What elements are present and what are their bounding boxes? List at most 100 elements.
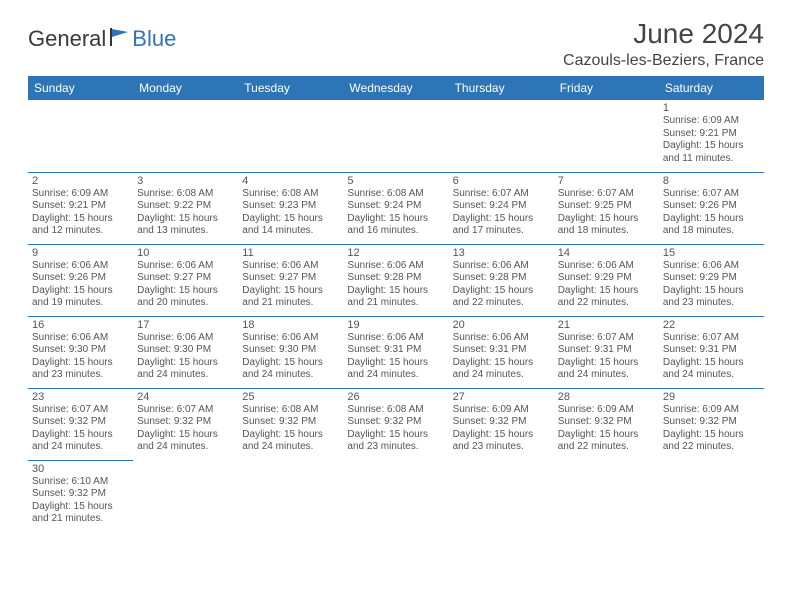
day-info-line: Sunset: 9:30 PM <box>137 344 234 357</box>
day-number: 18 <box>242 319 339 331</box>
day-info-line: Daylight: 15 hours <box>663 213 760 226</box>
day-info-line: Sunset: 9:21 PM <box>32 200 129 213</box>
day-info-line: and 21 minutes. <box>242 297 339 310</box>
day-info-line: Daylight: 15 hours <box>453 285 550 298</box>
day-number: 3 <box>137 175 234 187</box>
day-info-line: Sunset: 9:27 PM <box>242 272 339 285</box>
day-info-line: and 14 minutes. <box>242 225 339 238</box>
day-number: 30 <box>32 463 129 475</box>
day-number: 11 <box>242 247 339 259</box>
day-info-line: Sunset: 9:31 PM <box>347 344 444 357</box>
day-cell: 4Sunrise: 6:08 AMSunset: 9:23 PMDaylight… <box>238 172 343 244</box>
day-info-line: Sunrise: 6:09 AM <box>663 115 760 128</box>
day-info-line: and 13 minutes. <box>137 225 234 238</box>
day-info-line: Daylight: 15 hours <box>32 285 129 298</box>
day-header: Monday <box>133 76 238 100</box>
day-cell: 27Sunrise: 6:09 AMSunset: 9:32 PMDayligh… <box>449 388 554 460</box>
day-info-line: and 18 minutes. <box>663 225 760 238</box>
day-cell: 13Sunrise: 6:06 AMSunset: 9:28 PMDayligh… <box>449 244 554 316</box>
week-row: 30Sunrise: 6:10 AMSunset: 9:32 PMDayligh… <box>28 460 764 530</box>
day-number: 9 <box>32 247 129 259</box>
day-number: 1 <box>663 102 760 114</box>
day-info-line: Sunset: 9:26 PM <box>32 272 129 285</box>
day-cell: 20Sunrise: 6:06 AMSunset: 9:31 PMDayligh… <box>449 316 554 388</box>
day-info-line: Daylight: 15 hours <box>347 429 444 442</box>
day-info-line: and 21 minutes. <box>32 513 129 526</box>
logo-text-2: Blue <box>132 26 176 52</box>
day-info-line: and 24 minutes. <box>137 369 234 382</box>
day-info-line: Daylight: 15 hours <box>347 213 444 226</box>
day-cell: 10Sunrise: 6:06 AMSunset: 9:27 PMDayligh… <box>133 244 238 316</box>
location: Cazouls-les-Beziers, France <box>563 52 764 70</box>
day-info-line: Sunset: 9:32 PM <box>32 488 129 501</box>
day-info-line: Daylight: 15 hours <box>242 285 339 298</box>
day-info-line: Daylight: 15 hours <box>242 357 339 370</box>
day-number: 2 <box>32 175 129 187</box>
day-info-line: Sunset: 9:32 PM <box>453 416 550 429</box>
day-info-line: Sunrise: 6:06 AM <box>453 260 550 273</box>
day-info-line: Sunset: 9:31 PM <box>558 344 655 357</box>
day-info-line: and 11 minutes. <box>663 153 760 166</box>
month-title: June 2024 <box>563 18 764 50</box>
day-info-line: Sunrise: 6:07 AM <box>558 188 655 201</box>
day-info-line: Daylight: 15 hours <box>453 213 550 226</box>
day-cell: 14Sunrise: 6:06 AMSunset: 9:29 PMDayligh… <box>554 244 659 316</box>
day-info-line: Sunrise: 6:07 AM <box>32 404 129 417</box>
day-cell: 15Sunrise: 6:06 AMSunset: 9:29 PMDayligh… <box>659 244 764 316</box>
day-cell: 23Sunrise: 6:07 AMSunset: 9:32 PMDayligh… <box>28 388 133 460</box>
calendar-table: SundayMondayTuesdayWednesdayThursdayFrid… <box>28 76 764 530</box>
day-info-line: and 17 minutes. <box>453 225 550 238</box>
day-info-line: and 22 minutes. <box>663 441 760 454</box>
day-number: 25 <box>242 391 339 403</box>
day-info-line: Sunset: 9:31 PM <box>663 344 760 357</box>
day-info-line: Sunset: 9:29 PM <box>663 272 760 285</box>
day-header: Thursday <box>449 76 554 100</box>
day-number: 28 <box>558 391 655 403</box>
day-info-line: Sunset: 9:23 PM <box>242 200 339 213</box>
day-cell: 2Sunrise: 6:09 AMSunset: 9:21 PMDaylight… <box>28 172 133 244</box>
day-header: Tuesday <box>238 76 343 100</box>
day-header: Saturday <box>659 76 764 100</box>
day-info-line: and 23 minutes. <box>663 297 760 310</box>
day-info-line: and 22 minutes. <box>558 297 655 310</box>
day-info-line: Daylight: 15 hours <box>558 213 655 226</box>
day-info-line: Sunrise: 6:08 AM <box>347 188 444 201</box>
day-info-line: Daylight: 15 hours <box>558 285 655 298</box>
day-info-line: Sunrise: 6:07 AM <box>453 188 550 201</box>
day-header: Wednesday <box>343 76 448 100</box>
day-cell: 19Sunrise: 6:06 AMSunset: 9:31 PMDayligh… <box>343 316 448 388</box>
day-info-line: Sunset: 9:26 PM <box>663 200 760 213</box>
day-info-line: Sunrise: 6:06 AM <box>32 332 129 345</box>
day-number: 21 <box>558 319 655 331</box>
day-info-line: Sunset: 9:21 PM <box>663 128 760 141</box>
day-info-line: Sunset: 9:32 PM <box>137 416 234 429</box>
day-cell <box>238 100 343 172</box>
day-info-line: Daylight: 15 hours <box>347 357 444 370</box>
day-cell: 3Sunrise: 6:08 AMSunset: 9:22 PMDaylight… <box>133 172 238 244</box>
day-info-line: Sunrise: 6:08 AM <box>242 404 339 417</box>
day-info-line: and 22 minutes. <box>558 441 655 454</box>
day-cell <box>133 100 238 172</box>
day-info-line: Sunrise: 6:06 AM <box>453 332 550 345</box>
day-number: 4 <box>242 175 339 187</box>
day-cell: 30Sunrise: 6:10 AMSunset: 9:32 PMDayligh… <box>28 460 133 530</box>
day-number: 24 <box>137 391 234 403</box>
day-info-line: Sunset: 9:22 PM <box>137 200 234 213</box>
day-info-line: Sunrise: 6:06 AM <box>242 332 339 345</box>
logo-text-1: General <box>28 26 106 52</box>
day-info-line: and 23 minutes. <box>347 441 444 454</box>
day-info-line: and 24 minutes. <box>32 441 129 454</box>
day-cell: 21Sunrise: 6:07 AMSunset: 9:31 PMDayligh… <box>554 316 659 388</box>
day-number: 22 <box>663 319 760 331</box>
day-info-line: Sunrise: 6:06 AM <box>242 260 339 273</box>
day-header: Sunday <box>28 76 133 100</box>
day-number: 5 <box>347 175 444 187</box>
day-number: 10 <box>137 247 234 259</box>
day-info-line: Daylight: 15 hours <box>663 429 760 442</box>
day-info-line: Sunrise: 6:07 AM <box>558 332 655 345</box>
day-info-line: and 18 minutes. <box>558 225 655 238</box>
day-info-line: Daylight: 15 hours <box>137 213 234 226</box>
day-info-line: Daylight: 15 hours <box>663 285 760 298</box>
day-number: 13 <box>453 247 550 259</box>
day-info-line: Daylight: 15 hours <box>558 357 655 370</box>
